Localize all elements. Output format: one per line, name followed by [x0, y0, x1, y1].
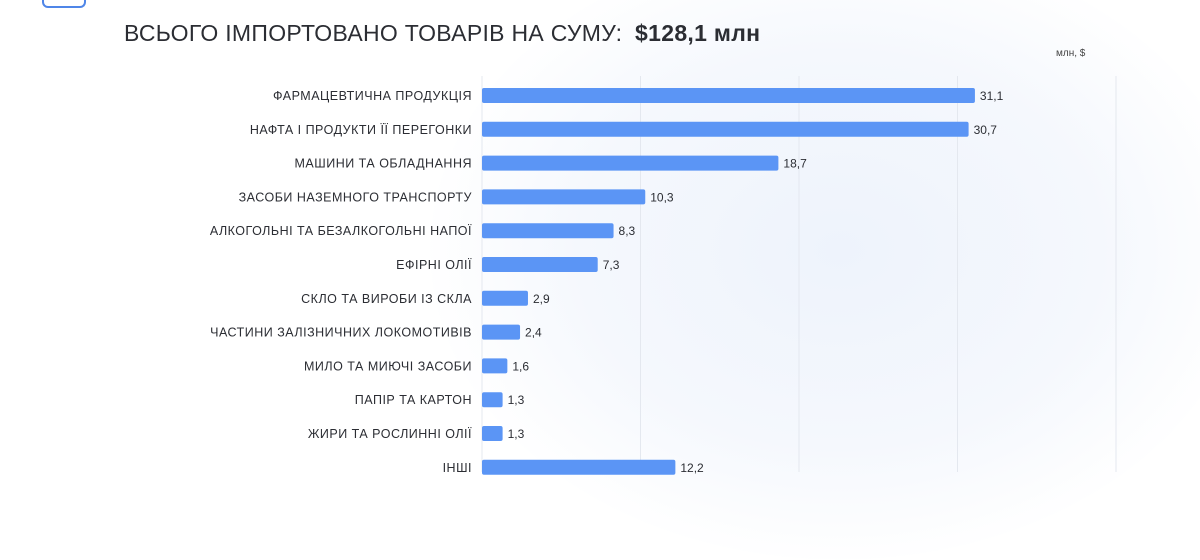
- value-label: 1,3: [508, 393, 525, 407]
- bar-chart: ФАРМАЦЕВТИЧНА ПРОДУКЦІЯ 31,1 НАФТА І ПРОДУ…: [210, 76, 1117, 475]
- category-label: ФАРМАЦЕВТИЧНА ПРОДУКЦІЯ: [273, 89, 472, 103]
- category-label: ЕФІРНІ ОЛІЇ: [396, 258, 472, 272]
- bar: [482, 290, 528, 306]
- category-label: СКЛО ТА ВИРОБИ ІЗ СКЛА: [301, 292, 472, 306]
- category-label: АЛКОГОЛЬНІ ТА БЕЗАЛКОГОЛЬНІ НАПОЇ: [210, 224, 472, 238]
- value-label: 30,7: [974, 123, 998, 137]
- bar: [482, 121, 969, 137]
- value-label: 31,1: [980, 89, 1004, 103]
- value-label: 12,2: [680, 461, 704, 475]
- bar: [482, 324, 521, 340]
- cropped-title: ▀▀ ▀▀ ▀▀▀: [124, 0, 354, 19]
- value-label: 2,4: [525, 326, 542, 340]
- bar: [482, 459, 676, 475]
- category-label: ЖИРИ ТА РОСЛИННІ ОЛІЇ: [308, 427, 472, 441]
- bar: [482, 223, 614, 239]
- category-label: ЗАСОБИ НАЗЕМНОГО ТРАНСПОРТУ: [239, 190, 472, 204]
- value-label: 2,9: [533, 292, 550, 306]
- bar: [482, 392, 503, 408]
- value-label: 7,3: [603, 258, 620, 272]
- category-label: ПАПІР ТА КАРТОН: [355, 393, 472, 407]
- value-label: 8,3: [619, 224, 636, 238]
- bar: [482, 257, 598, 272]
- category-label: ІНШІ: [443, 461, 472, 475]
- logo-icon: [42, 0, 86, 8]
- value-label: 1,6: [512, 359, 529, 373]
- chart-subtitle: ВСЬОГО ІМПОРТОВАНО ТОВАРІВ НА СУМУ: $128…: [124, 20, 760, 47]
- category-label: НАФТА І ПРОДУКТИ ЇЇ ПЕРЕГОНКИ: [250, 123, 472, 137]
- value-label: 18,7: [783, 157, 807, 171]
- value-label: 10,3: [650, 190, 674, 204]
- subtitle-text: ВСЬОГО ІМПОРТОВАНО ТОВАРІВ НА СУМУ:: [124, 20, 623, 46]
- bar: [482, 358, 508, 374]
- bar: [482, 426, 503, 441]
- category-label: ЧАСТИНИ ЗАЛІЗНИЧНИХ ЛОКОМОТИВІВ: [210, 326, 472, 340]
- bar: [482, 88, 975, 103]
- unit-label: млн, $: [1056, 48, 1086, 59]
- category-label: МАШИНИ ТА ОБЛАДНАННЯ: [295, 157, 473, 171]
- subtitle-total: $128,1 млн: [635, 20, 761, 46]
- value-label: 1,3: [508, 427, 525, 441]
- category-label: МИЛО ТА МИЮЧІ ЗАСОБИ: [304, 359, 472, 373]
- bar: [482, 189, 646, 205]
- bar: [482, 155, 779, 171]
